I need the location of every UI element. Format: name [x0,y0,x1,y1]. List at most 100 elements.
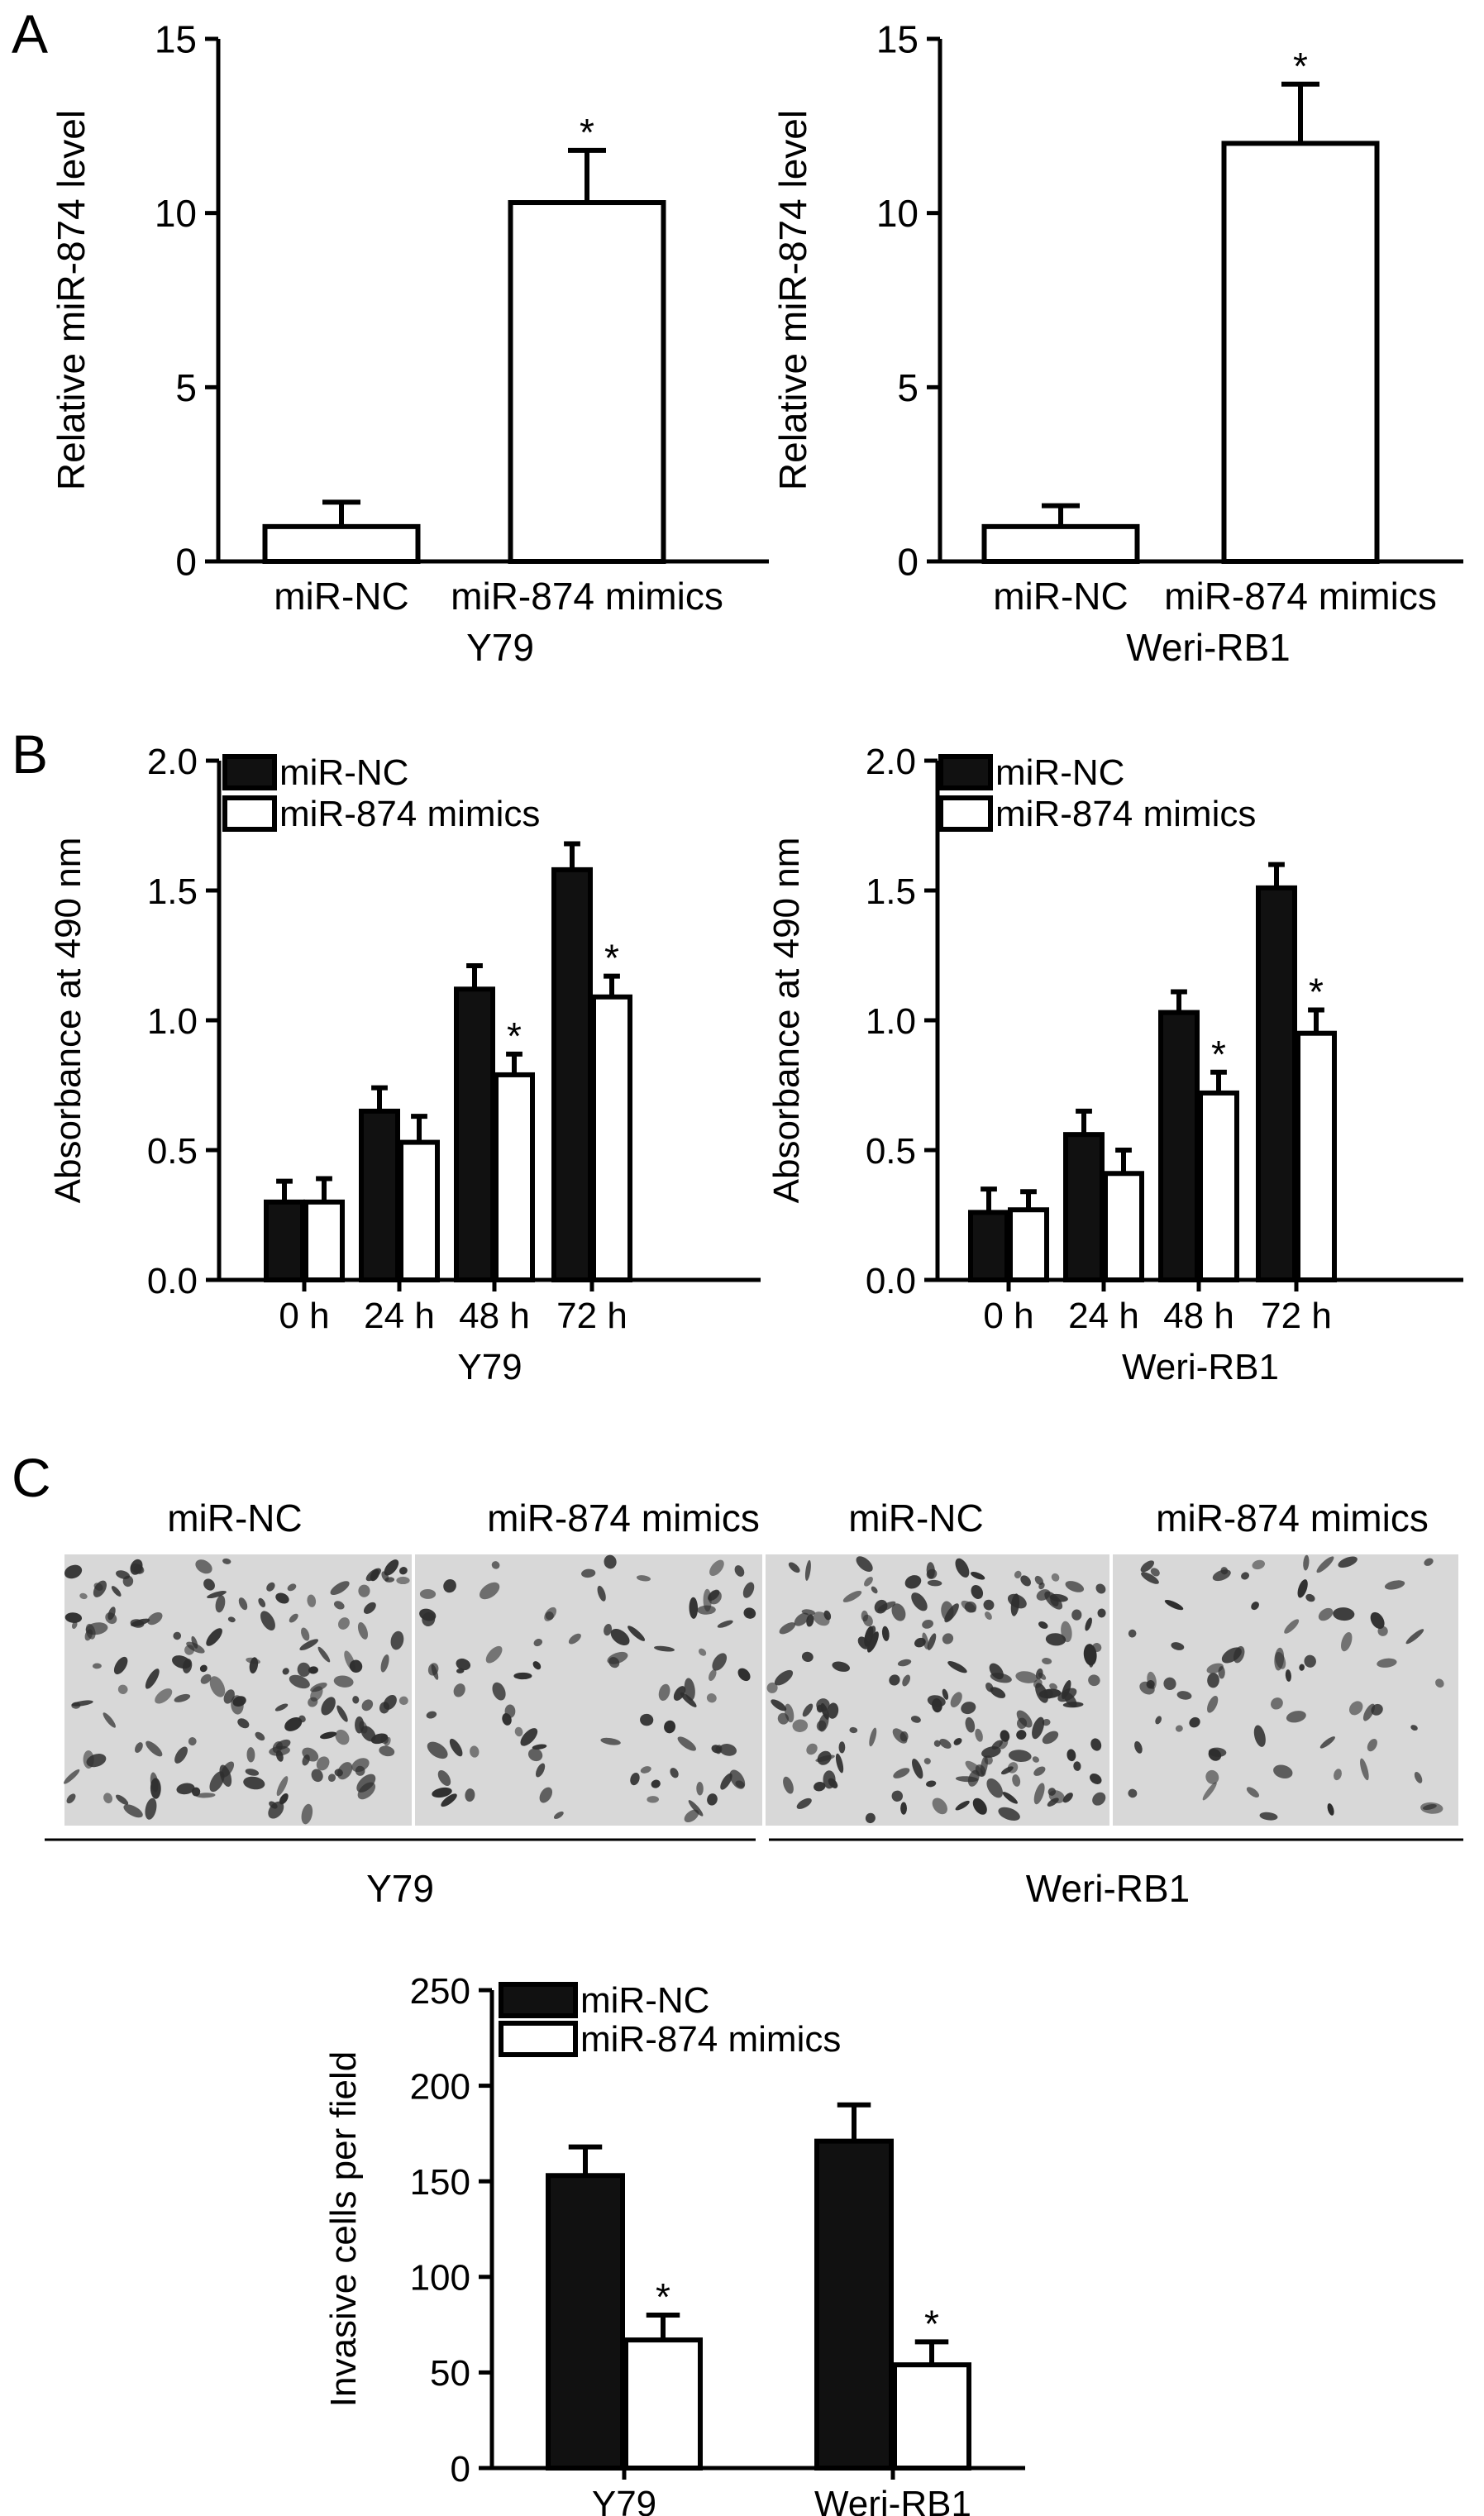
stained-cell [1033,1678,1043,1688]
y-tick-label: 0 [175,541,197,584]
stained-cell [814,1782,826,1792]
stained-cell [282,1668,289,1675]
stained-cell [1092,1792,1106,1806]
stained-cell [246,1747,255,1763]
x-tick-label: Y79 [592,2484,656,2516]
stained-cell [317,1646,331,1663]
stained-cell [453,1683,465,1697]
stained-cell [1000,1730,1010,1742]
stained-cell [207,1591,227,1599]
stained-cell [299,1639,318,1651]
stained-cell [191,1635,198,1649]
bar [494,1072,535,1282]
stained-cell [1286,1711,1306,1723]
x-tick-label: 24 h [364,1296,435,1336]
stained-cell [1150,1568,1160,1577]
stained-cell [964,1601,977,1613]
stained-cell [1051,1573,1060,1582]
stained-cell [1205,1769,1219,1784]
legend-label: miR-874 mimics [279,794,540,834]
stained-cell [363,1602,376,1614]
stained-cell [1097,1608,1106,1618]
stained-cell [272,1741,283,1754]
y-tick-label: 0.0 [866,1261,916,1301]
stained-cell [910,1716,921,1723]
stained-cell [1338,1556,1358,1568]
stained-cell [891,1603,906,1621]
stained-cell [297,1662,311,1678]
legend-label: miR-874 mimics [995,794,1256,834]
x-tick-label: 0 h [279,1296,329,1336]
stained-cell [856,1556,873,1572]
stained-cell [316,1756,330,1771]
stained-cell [597,1585,606,1602]
stained-cell [219,1764,232,1787]
stained-cell [1208,1747,1227,1757]
stained-cell [1083,1644,1097,1666]
stained-cell [123,1804,143,1818]
stained-cell [289,1674,310,1689]
stained-cell [544,1607,557,1621]
stained-cell [796,1797,812,1809]
micrograph-label-2: miR-874 mimics [487,1497,760,1540]
stained-cell [105,1612,117,1625]
stained-cell [1049,1683,1057,1690]
stained-cell [1090,1774,1102,1784]
stained-cell [443,1579,456,1593]
stained-cell [553,1811,564,1819]
stained-cell [333,1601,345,1610]
y-axis-title: Absorbance at 490 nm [48,838,88,1204]
y-tick-label: 150 [410,2162,470,2203]
stained-cell [654,1645,675,1652]
stained-cell [86,1754,107,1768]
stained-cell [1042,1718,1051,1726]
stained-cell [1327,1803,1334,1816]
stained-cell [900,1802,907,1815]
stained-cell [1424,1558,1434,1566]
stained-cell [1206,1663,1224,1674]
stained-cell [195,1559,212,1574]
stained-cell [955,1558,970,1578]
stained-cell [284,1717,303,1731]
y-tick-label: 1.0 [147,1001,198,1042]
stained-cell [709,1590,722,1605]
stained-cell [427,1741,448,1759]
stained-cell [1299,1664,1305,1671]
stained-cell [932,1698,942,1713]
stained-cell [971,1572,985,1580]
chart-absorbance-weri-rb1: 0.0 0.5 1.0 1.5 2.0 Absorbance at 490 nm * * 0 h… [766,742,1463,1387]
stained-cell [398,1696,408,1706]
stained-cell [774,1669,794,1686]
stained-cell [1384,1580,1405,1590]
y-tick-label: 0 [897,541,919,584]
stained-cell [1273,1764,1293,1778]
stained-cell [961,1702,976,1715]
stained-cell [232,1696,246,1707]
x-axis-title: Y79 [466,626,534,669]
stained-cell [456,1668,465,1673]
y-tick-label: 10 [155,192,197,235]
legend-swatch [222,754,277,790]
stained-cell [147,1611,163,1626]
stained-cell [338,1617,350,1630]
stained-cell [715,1745,723,1755]
stained-cell [1146,1680,1155,1689]
stained-cell [357,1622,369,1640]
stained-cell [866,1631,879,1653]
stained-cell [788,1562,800,1573]
stained-cell [1012,1774,1021,1787]
bar [508,200,666,564]
stained-cell [1233,1645,1245,1664]
y-tick-label: 0.5 [866,1131,916,1172]
stained-cell [1016,1730,1027,1740]
stained-cell [504,1704,516,1718]
stained-cell [815,1755,835,1762]
legend-swatch [938,754,993,790]
stained-cell [287,1583,297,1592]
stained-cell [998,1807,1020,1821]
stained-cell [1251,1602,1259,1611]
stained-cell [1049,1593,1068,1602]
stained-cell [677,1736,696,1751]
stained-cell [103,1712,116,1728]
stained-cell [274,1703,289,1712]
